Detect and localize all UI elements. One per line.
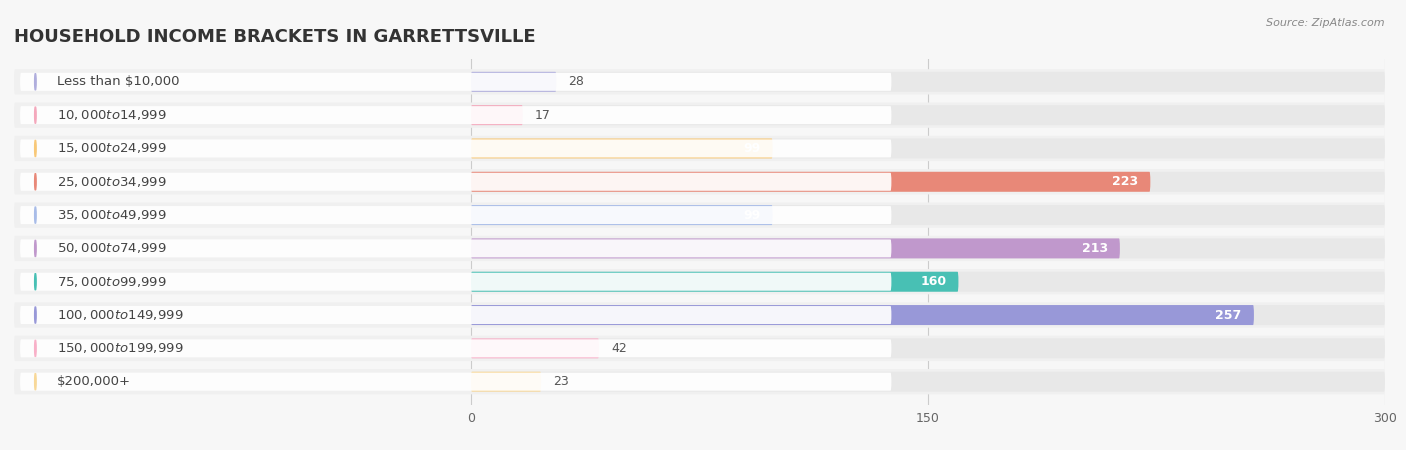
Circle shape bbox=[35, 107, 37, 123]
Circle shape bbox=[35, 274, 37, 290]
FancyBboxPatch shape bbox=[20, 140, 891, 158]
Text: 23: 23 bbox=[554, 375, 569, 388]
FancyBboxPatch shape bbox=[20, 373, 891, 391]
FancyBboxPatch shape bbox=[471, 172, 1150, 192]
FancyBboxPatch shape bbox=[14, 69, 1385, 94]
FancyBboxPatch shape bbox=[14, 269, 1385, 294]
FancyBboxPatch shape bbox=[20, 106, 891, 124]
FancyBboxPatch shape bbox=[14, 202, 1385, 228]
FancyBboxPatch shape bbox=[14, 169, 1385, 194]
FancyBboxPatch shape bbox=[471, 105, 523, 125]
FancyBboxPatch shape bbox=[20, 306, 891, 324]
Text: $75,000 to $99,999: $75,000 to $99,999 bbox=[56, 275, 166, 289]
FancyBboxPatch shape bbox=[14, 369, 1385, 394]
FancyBboxPatch shape bbox=[471, 305, 1254, 325]
Circle shape bbox=[35, 73, 37, 90]
Text: $10,000 to $14,999: $10,000 to $14,999 bbox=[56, 108, 166, 122]
Text: 99: 99 bbox=[744, 209, 761, 221]
FancyBboxPatch shape bbox=[471, 272, 1385, 292]
Text: $35,000 to $49,999: $35,000 to $49,999 bbox=[56, 208, 166, 222]
FancyBboxPatch shape bbox=[471, 172, 1385, 192]
FancyBboxPatch shape bbox=[14, 336, 1385, 361]
Text: 99: 99 bbox=[744, 142, 761, 155]
Text: 213: 213 bbox=[1081, 242, 1108, 255]
Text: 17: 17 bbox=[536, 108, 551, 122]
FancyBboxPatch shape bbox=[471, 338, 1385, 358]
Circle shape bbox=[35, 140, 37, 157]
FancyBboxPatch shape bbox=[20, 273, 891, 291]
Text: HOUSEHOLD INCOME BRACKETS IN GARRETTSVILLE: HOUSEHOLD INCOME BRACKETS IN GARRETTSVIL… bbox=[14, 28, 536, 46]
Text: $50,000 to $74,999: $50,000 to $74,999 bbox=[56, 241, 166, 256]
Circle shape bbox=[35, 173, 37, 190]
FancyBboxPatch shape bbox=[471, 205, 1385, 225]
Circle shape bbox=[35, 240, 37, 257]
Text: $100,000 to $149,999: $100,000 to $149,999 bbox=[56, 308, 183, 322]
FancyBboxPatch shape bbox=[471, 305, 1385, 325]
Text: 28: 28 bbox=[568, 75, 585, 88]
Circle shape bbox=[35, 307, 37, 324]
FancyBboxPatch shape bbox=[14, 136, 1385, 161]
FancyBboxPatch shape bbox=[20, 73, 891, 91]
Text: 223: 223 bbox=[1112, 175, 1139, 188]
Text: $150,000 to $199,999: $150,000 to $199,999 bbox=[56, 342, 183, 356]
FancyBboxPatch shape bbox=[471, 72, 1385, 92]
FancyBboxPatch shape bbox=[20, 173, 891, 191]
FancyBboxPatch shape bbox=[471, 372, 541, 392]
FancyBboxPatch shape bbox=[471, 139, 773, 158]
FancyBboxPatch shape bbox=[471, 372, 1385, 392]
FancyBboxPatch shape bbox=[14, 236, 1385, 261]
Circle shape bbox=[35, 374, 37, 390]
Text: Source: ZipAtlas.com: Source: ZipAtlas.com bbox=[1267, 18, 1385, 28]
Text: Less than $10,000: Less than $10,000 bbox=[56, 75, 179, 88]
FancyBboxPatch shape bbox=[14, 103, 1385, 128]
Text: 42: 42 bbox=[612, 342, 627, 355]
FancyBboxPatch shape bbox=[20, 206, 891, 224]
FancyBboxPatch shape bbox=[471, 338, 599, 358]
FancyBboxPatch shape bbox=[14, 302, 1385, 328]
FancyBboxPatch shape bbox=[471, 238, 1385, 258]
Text: $25,000 to $34,999: $25,000 to $34,999 bbox=[56, 175, 166, 189]
FancyBboxPatch shape bbox=[20, 239, 891, 257]
FancyBboxPatch shape bbox=[471, 139, 1385, 158]
Text: $200,000+: $200,000+ bbox=[56, 375, 131, 388]
FancyBboxPatch shape bbox=[471, 272, 959, 292]
Circle shape bbox=[35, 207, 37, 223]
FancyBboxPatch shape bbox=[471, 105, 1385, 125]
Text: 160: 160 bbox=[920, 275, 946, 288]
Text: $15,000 to $24,999: $15,000 to $24,999 bbox=[56, 141, 166, 155]
FancyBboxPatch shape bbox=[20, 339, 891, 357]
FancyBboxPatch shape bbox=[471, 238, 1121, 258]
Circle shape bbox=[35, 340, 37, 357]
FancyBboxPatch shape bbox=[471, 72, 557, 92]
Text: 257: 257 bbox=[1215, 309, 1241, 322]
FancyBboxPatch shape bbox=[471, 205, 773, 225]
